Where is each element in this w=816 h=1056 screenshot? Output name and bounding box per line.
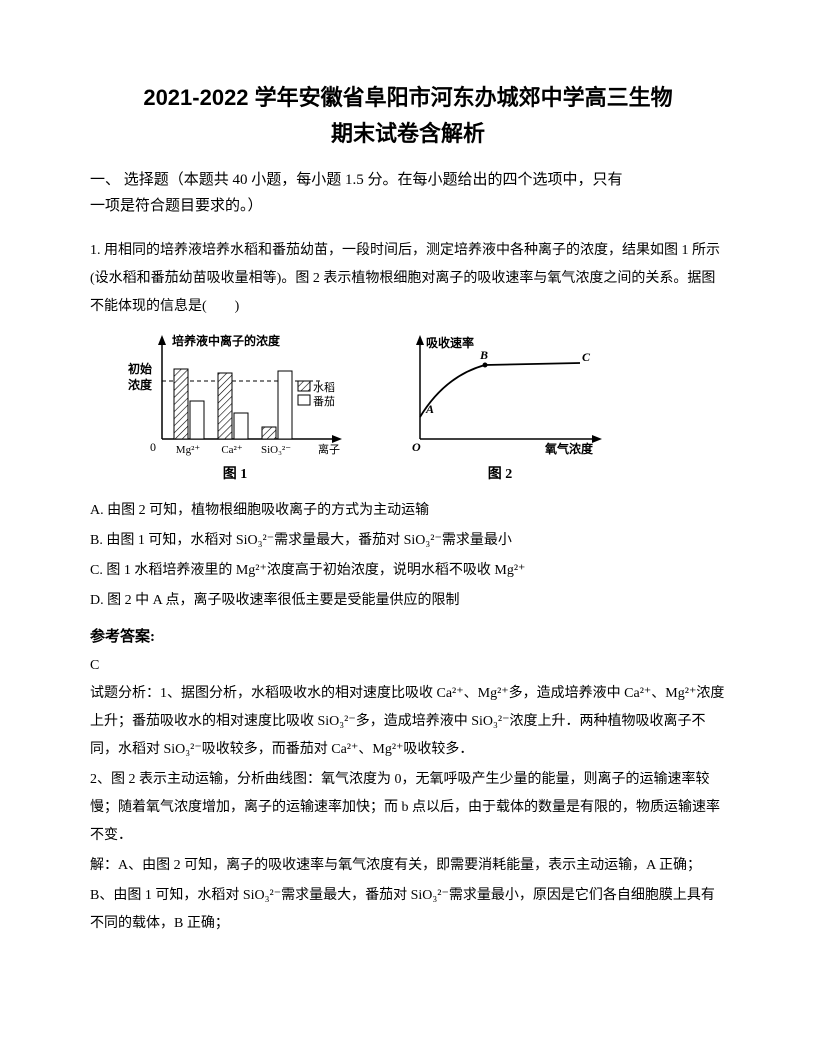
fig2-ylabel: 吸收速率 [426,335,474,350]
analysis-p3: 解：A、由图 2 可知，离子的吸收速率与氧气浓度有关，即需要消耗能量，表示主动运… [90,852,726,880]
section-heading: 一、 选择题（本题共 40 小题，每小题 1.5 分。在每小题给出的四个选项中，… [90,168,726,219]
fig1-xtick-si: SiO₃²⁻ [261,444,291,456]
figures-row: 0 培养液中离子的浓度 初始 浓度 Mg²⁺ Ca²⁺ [120,331,726,483]
option-b: B. 由图 1 可知，水稻对 SiO₃²⁻需求量最大，番茄对 SiO₃²⁻需求量… [90,527,726,555]
option-a: A. 由图 2 可知，植物根细胞吸收离子的方式为主动运输 [90,497,726,525]
fig1-ylabel-top: 初始 [128,361,152,376]
answer-label: 参考答案: [90,625,726,646]
figure-2-svg: 吸收速率 氧气浓度 O A B C [390,331,610,461]
option-c: C. 图 1 水稻培养液里的 Mg²⁺浓度高于初始浓度，说明水稻不吸收 Mg²⁺ [90,557,726,585]
analysis-p4: B、由图 1 可知，水稻对 SiO₃²⁻需求量最大，番茄对 SiO₃²⁻需求量最… [90,882,726,938]
fig2-point-c: C [582,350,591,364]
fig1-caption: 图 1 [223,463,248,483]
fig1-xtick-mg: Mg²⁺ [176,444,201,456]
fig2-point-b: B [479,348,488,362]
fig1-x0: 0 [150,440,156,454]
fig2-point-a: A [425,402,434,416]
fig1-title: 培养液中离子的浓度 [172,333,281,348]
fig1-ylabel-bottom: 浓度 [128,377,153,392]
fig1-legend-tomato: 番茄 [313,394,335,408]
fig2-xlabel: 氧气浓度 [544,441,594,456]
option-d: D. 图 2 中 A 点，离子吸收速率很低主要是受能量供应的限制 [90,587,726,615]
answer-letter: C [90,658,726,674]
fig1-xtick-ca: Ca²⁺ [221,444,243,456]
figure-1: 0 培养液中离子的浓度 初始 浓度 Mg²⁺ Ca²⁺ [120,331,350,483]
section-heading-part1: 一、 选择题（本题共 40 小题，每小题 1.5 分。在每小题给出的四个选项中，… [90,172,623,188]
fig1-legend-rice: 水稻 [313,381,335,394]
figure-1-svg: 0 培养液中离子的浓度 初始 浓度 Mg²⁺ Ca²⁺ [120,331,350,461]
fig1-xlabel-end: 离子 [318,442,340,456]
section-heading-part2: 一项是符合题目要求的。） [90,198,263,214]
doc-title-line2: 期末试卷含解析 [90,116,726,148]
analysis-p1: 试题分析：1、据图分析，水稻吸收水的相对速度比吸收 Ca²⁺、Mg²⁺多，造成培… [90,680,726,764]
question-stem: 1. 用相同的培养液培养水稻和番茄幼苗，一段时间后，测定培养液中各种离子的浓度，… [90,237,726,321]
fig2-caption: 图 2 [488,463,513,483]
document-page: 2021-2022 学年安徽省阜阳市河东办城郊中学高三生物 期末试卷含解析 一、… [0,0,816,980]
figure-2: 吸收速率 氧气浓度 O A B C 图 2 [390,331,610,483]
fig2-origin: O [412,440,421,454]
analysis-p2: 2、图 2 表示主动运输，分析曲线图：氧气浓度为 0，无氧呼吸产生少量的能量，则… [90,766,726,850]
doc-title-line1: 2021-2022 学年安徽省阜阳市河东办城郊中学高三生物 [90,80,726,112]
